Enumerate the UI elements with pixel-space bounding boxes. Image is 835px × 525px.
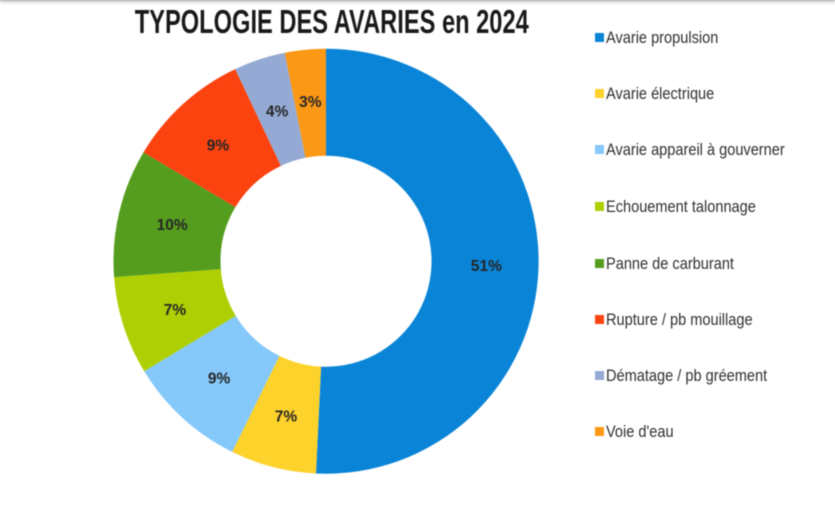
svg-text:51%: 51%: [471, 258, 502, 275]
svg-text:9%: 9%: [208, 371, 231, 388]
svg-text:4%: 4%: [266, 104, 289, 121]
svg-text:7%: 7%: [275, 409, 298, 426]
svg-text:3%: 3%: [299, 94, 322, 111]
svg-text:10%: 10%: [157, 217, 188, 234]
svg-text:7%: 7%: [164, 302, 187, 319]
svg-text:9%: 9%: [207, 137, 230, 154]
